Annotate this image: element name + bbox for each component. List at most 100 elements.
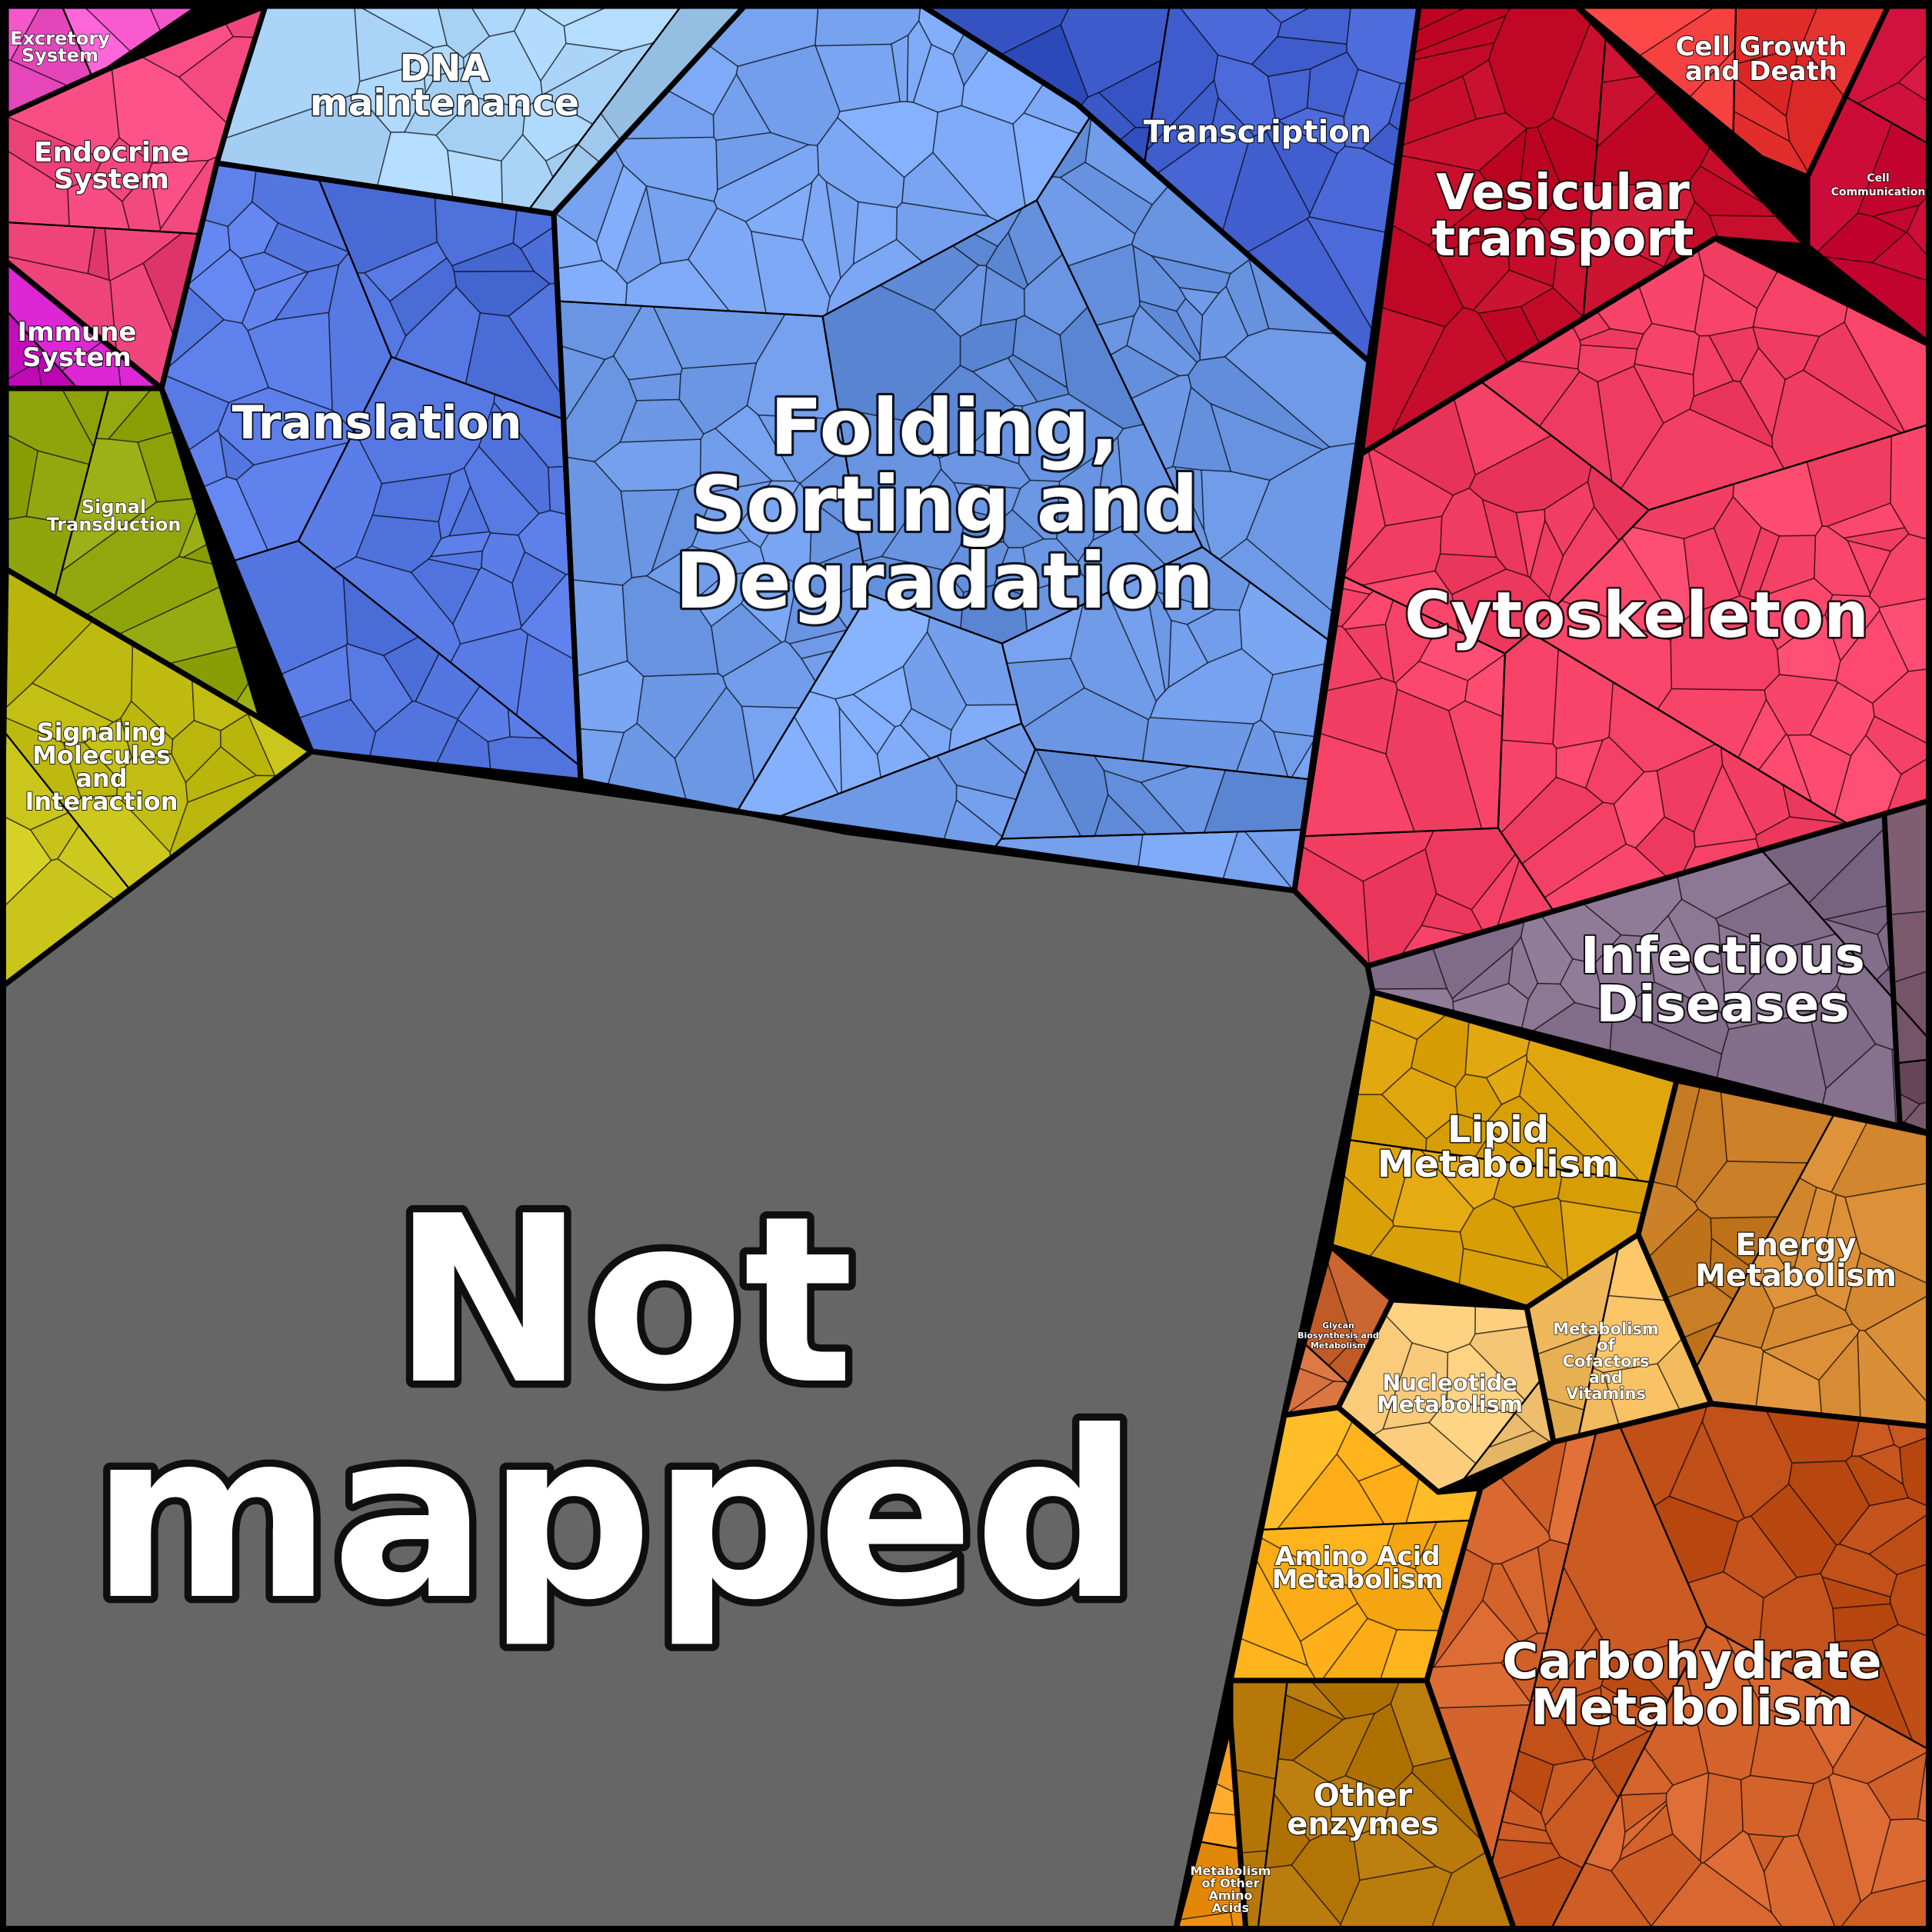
protein-cell [1178,286,1221,317]
protein-cell [1011,479,1061,540]
protein-cell [1555,739,1604,789]
protein-cell [1544,481,1595,558]
label-infectious: Infectious Diseases [1581,926,1865,1034]
label-energy: Energy Metabolism [1695,1227,1897,1294]
protein-cell [1722,933,1850,1031]
region-vesicular[interactable] [1360,5,1810,455]
label-vesicular: Vesicular transport [1432,165,1694,268]
label-carbohydrate: Carbohydrate Metabolism [1502,1634,1881,1737]
protein-cell [715,132,810,191]
label-glycan: Glycan Biosynthesis and Metabolism [1297,1321,1379,1351]
protein-cell [1884,799,1932,916]
protein-cell [1747,1833,1786,1874]
protein-cell [570,578,628,678]
region-border [1172,1720,1249,1932]
protein-cell [1485,1054,1528,1105]
label-cell-growth: Cell Growth and Death [1675,32,1847,87]
protein-cell [1434,553,1507,595]
label-cytoskeleton: Cytoskeleton [1404,579,1869,652]
label-not-mapped: Not mapped [92,1167,1140,1651]
region-other-enzymes[interactable] [1230,1680,1516,1932]
label-endocrine: Endocrine System [34,137,189,195]
label-transcription: Transcription [1144,115,1371,150]
region-carbohydrate[interactable] [1426,1403,1932,1932]
region-excretory[interactable] [5,5,202,117]
label-excretory: Excretory System [10,28,110,66]
region-not-mapped[interactable] [0,751,1373,1932]
region-fill [0,751,1373,1932]
protein-cell [1844,1181,1932,1287]
protein-cell [185,248,256,325]
protein-cell [1399,112,1527,172]
label-cofactors: Metabolism of Cofactors and Vitamins [1553,1320,1659,1403]
region-cell-growth[interactable] [1574,5,1890,178]
label-other-enzymes: Other enzymes [1287,1778,1439,1842]
region-folding[interactable] [553,5,1370,891]
protein-cell [814,43,901,112]
protein-cell [1144,578,1172,692]
label-amino-acid: Amino Acid Metabolism [1272,1541,1444,1595]
labels-layer: Not mapped Folding, Sorting and Degradation T… [9,27,1926,1916]
protein-cell [355,515,442,573]
label-folding: Folding, Sorting and Degradation [675,382,1214,626]
protein-cell [1225,258,1270,337]
protein-cell [217,387,355,466]
protein-cell [423,73,437,95]
protein-cell [1070,591,1158,721]
protein-cell [1835,609,1910,705]
region-amino-acid[interactable] [1230,1407,1482,1681]
protein-cell [1188,356,1331,451]
protein-cell [1439,487,1497,558]
protein-cell [1844,1251,1932,1331]
region-signaling-molecules[interactable] [0,568,313,990]
region-border [1227,1677,1518,1932]
protein-cell [852,201,898,265]
protein-cell [980,265,1025,327]
region-border [1881,797,1932,1138]
region-cofactors[interactable] [1526,1233,1713,1443]
protein-cell [1265,119,1338,215]
protein-cell [389,257,458,338]
cells-layer [0,5,1932,1932]
label-immune: Immune System [18,317,137,373]
region-nucleotide[interactable] [1337,1299,1554,1493]
protein-cell [1867,1751,1928,1820]
protein-cell [1787,1460,1870,1546]
protein-cell [621,575,719,678]
protein-cell [619,398,705,443]
protein-cell [959,318,1018,372]
label-signal-transduction: Signal Transduction [47,496,182,535]
protein-cell [1871,1624,1932,1752]
protein-cell [852,665,912,728]
protein-cell [1888,910,1932,984]
label-nucleotide: Nucleotide Metabolism [1377,1370,1523,1417]
region-signal-transduction[interactable] [5,388,263,721]
protein-cell [1621,1800,1667,1852]
label-translation: Translation [232,396,521,450]
region-cytoskeleton[interactable] [1294,238,1932,967]
protein-cell [906,19,932,103]
protein-cell [273,264,340,321]
region-lipid[interactable] [1330,991,1677,1308]
protein-cell [1670,595,1780,691]
region-glycan[interactable] [1283,1244,1393,1416]
region-translation[interactable] [161,162,581,781]
protein-cell [721,640,817,709]
protein-cell [83,717,133,779]
label-lipid: Lipid Metabolism [1377,1108,1619,1186]
protein-cell [932,105,1027,222]
protein-cell [1864,715,1932,775]
protein-cell [148,159,210,231]
protein-cell [901,152,991,218]
protein-cell [651,481,712,573]
protein-cell [1435,235,1511,311]
protein-cell [104,227,184,281]
label-dna-maintenance: DNA maintenance [310,47,579,125]
protein-cell [1018,393,1124,482]
region-endocrine[interactable] [5,5,267,390]
protein-cell [740,565,797,644]
protein-cell [1634,322,1700,375]
